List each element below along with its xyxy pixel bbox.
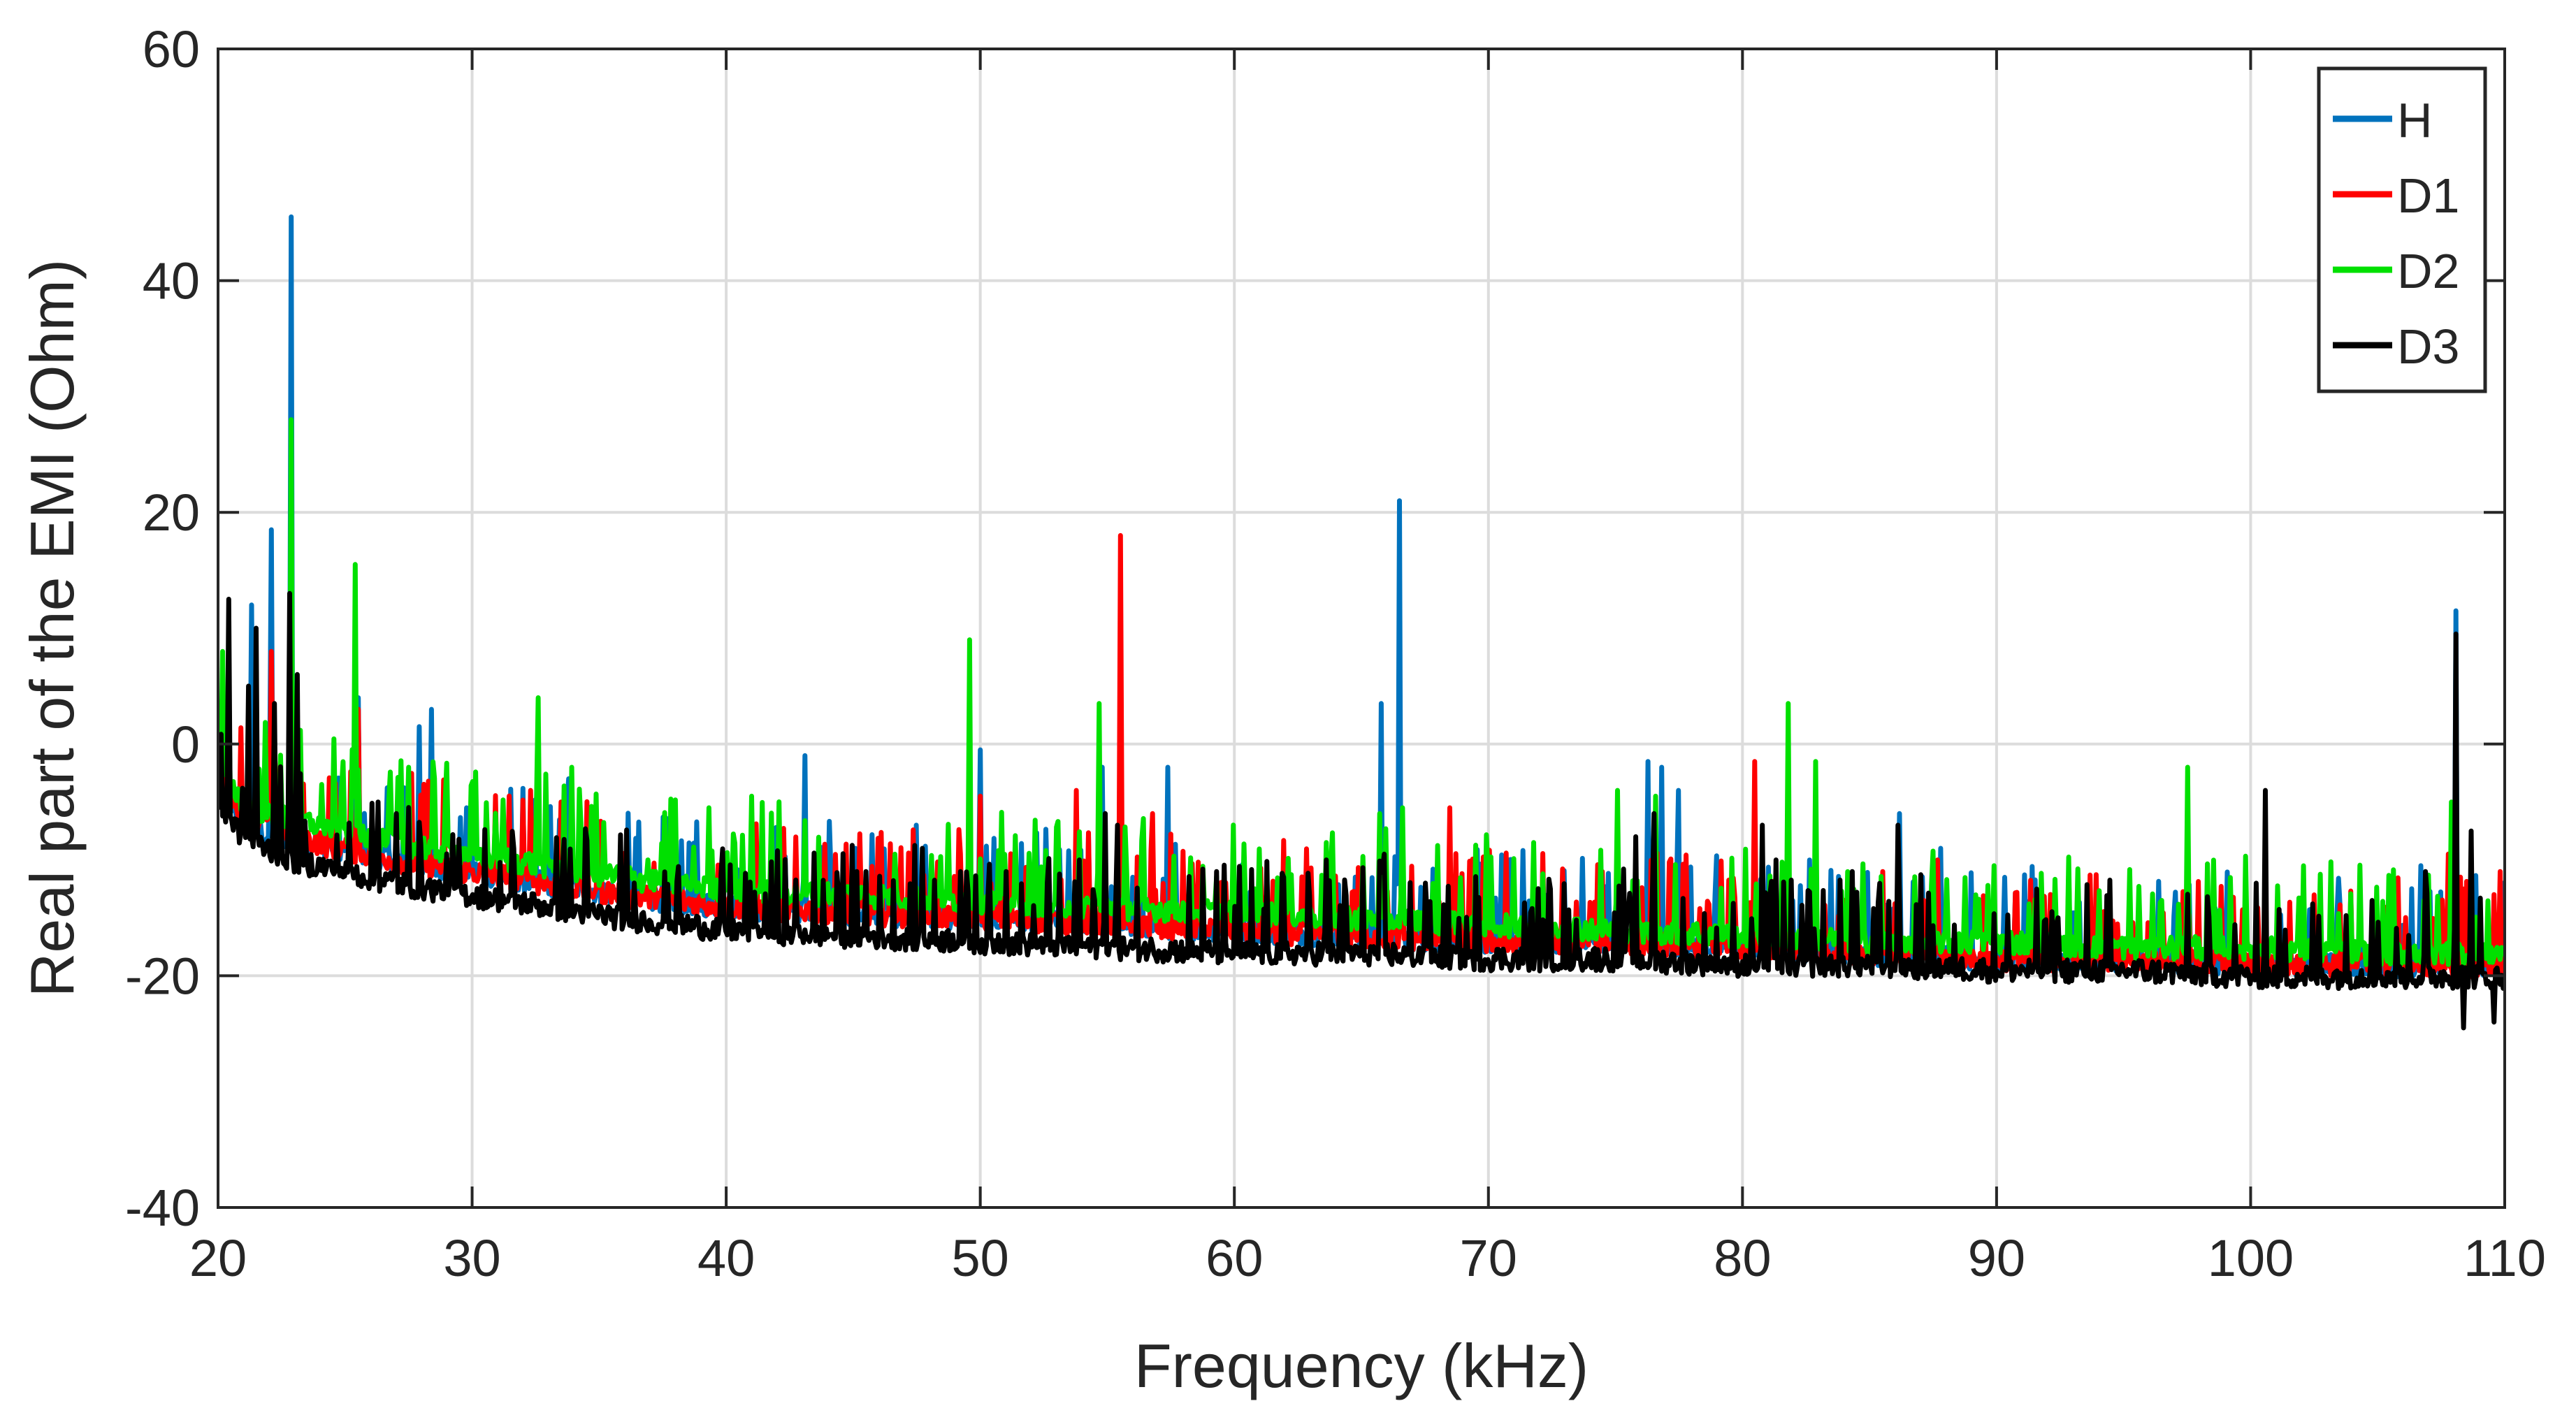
x-tick-label: 20	[189, 1229, 247, 1287]
y-axis-title: Real part of the EMI (Ohm)	[17, 259, 87, 997]
series-layer	[218, 214, 2505, 1031]
legend-box	[2317, 66, 2487, 393]
y-axis-ticks: -40 -20 0 20 40 60	[125, 20, 2505, 1237]
x-tick-label: 50	[952, 1229, 1009, 1287]
x-tick-label: 60	[1206, 1229, 1263, 1287]
y-tick-label: -20	[125, 947, 200, 1005]
y-tick-label: 20	[143, 484, 200, 542]
series-line-d3	[218, 590, 2505, 1031]
y-tick-label: 0	[171, 716, 200, 774]
x-axis-title: Frequency (kHz)	[1134, 1331, 1589, 1400]
legend-label-d1: D1	[2397, 168, 2459, 223]
legend-label-d2: D2	[2397, 244, 2459, 298]
x-tick-label: 110	[2463, 1229, 2546, 1287]
plot-area	[218, 49, 2505, 1207]
x-tick-label: 100	[2208, 1229, 2294, 1287]
plot-frame	[217, 48, 2506, 1209]
x-axis-ticks: 20 30 40 50 60 70 80 90 100 110	[189, 49, 2546, 1287]
x-tick-label: 90	[1968, 1229, 2025, 1287]
x-tick-label: 30	[443, 1229, 500, 1287]
legend-label-h: H	[2397, 93, 2433, 147]
x-tick-label: 80	[1714, 1229, 1771, 1287]
legend-label-d3: D3	[2397, 319, 2459, 374]
y-tick-label: 60	[143, 20, 200, 78]
x-tick-label: 70	[1460, 1229, 1517, 1287]
y-tick-label: 40	[143, 252, 200, 310]
y-tick-label: -40	[125, 1179, 200, 1237]
x-tick-label: 40	[697, 1229, 755, 1287]
legend: H D1 D2 D3	[2317, 66, 2487, 393]
